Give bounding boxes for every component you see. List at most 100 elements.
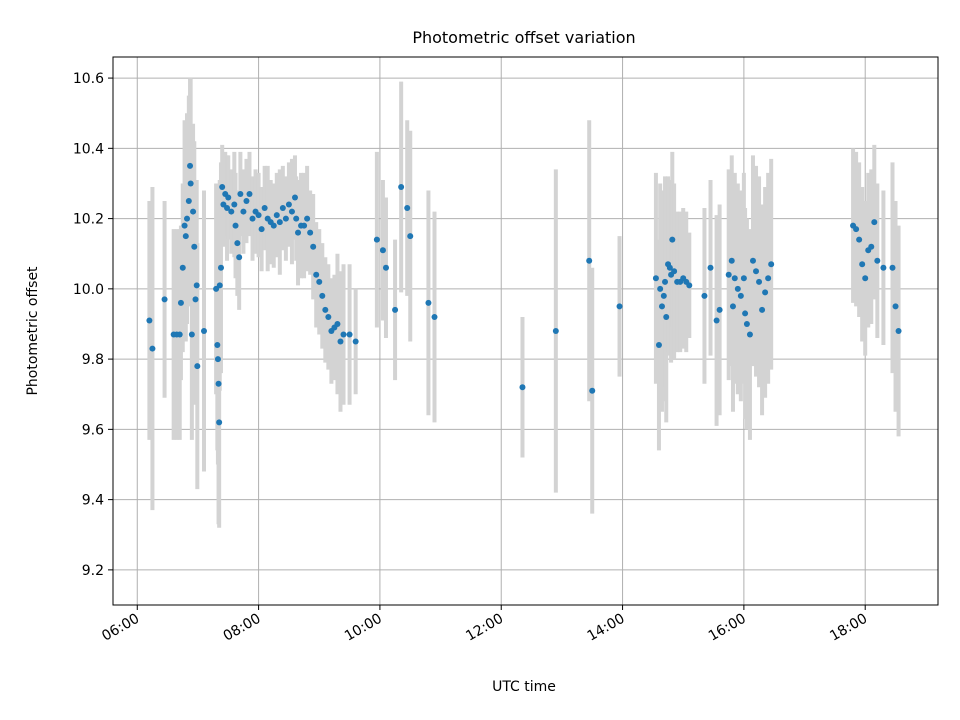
data-point — [182, 233, 189, 240]
data-point — [184, 215, 191, 222]
data-point — [734, 285, 741, 292]
data-point — [215, 380, 222, 387]
data-point — [889, 264, 896, 271]
data-point — [304, 215, 311, 222]
data-point — [728, 257, 735, 264]
data-point — [232, 222, 239, 229]
data-point — [731, 275, 738, 282]
data-point — [293, 215, 300, 222]
data-point — [322, 306, 329, 313]
chart-title: Photometric offset variation — [412, 28, 635, 47]
data-point — [666, 264, 673, 271]
data-point — [762, 289, 769, 296]
data-point — [404, 205, 411, 212]
data-point — [756, 278, 763, 285]
data-point — [295, 229, 302, 236]
data-point — [276, 219, 283, 226]
data-point — [188, 331, 195, 338]
data-point — [740, 275, 747, 282]
data-point — [707, 264, 714, 271]
data-point — [346, 331, 353, 338]
data-point — [216, 282, 223, 289]
data-point — [291, 194, 298, 201]
data-point — [871, 219, 878, 226]
data-point — [768, 261, 775, 268]
data-point — [519, 384, 526, 391]
data-point — [246, 191, 253, 197]
data-point — [340, 331, 347, 338]
data-point — [193, 282, 200, 289]
data-point — [270, 222, 277, 229]
data-point — [310, 243, 317, 250]
data-point — [431, 313, 438, 320]
data-point — [862, 275, 869, 282]
data-point — [176, 331, 183, 338]
data-point — [686, 282, 693, 289]
y-axis-label: Photometric offset — [25, 266, 41, 396]
data-point — [192, 296, 199, 303]
data-point — [859, 261, 866, 268]
data-point — [655, 342, 662, 349]
data-point — [729, 303, 736, 310]
data-points — [146, 162, 902, 426]
data-point — [880, 264, 887, 271]
y-tick-label: 9.4 — [82, 493, 104, 509]
data-point — [288, 208, 295, 215]
data-point — [190, 208, 197, 215]
data-point — [313, 271, 320, 278]
data-point — [742, 310, 749, 317]
data-point — [234, 240, 241, 247]
data-point — [316, 278, 323, 285]
data-point — [214, 356, 221, 363]
data-point — [725, 271, 732, 278]
data-point — [669, 236, 676, 243]
data-point — [660, 292, 667, 299]
data-point — [307, 229, 314, 236]
data-point — [746, 331, 753, 338]
data-point — [652, 275, 659, 282]
data-point — [149, 345, 156, 352]
data-point — [214, 342, 221, 349]
data-point — [219, 183, 226, 190]
data-point — [224, 205, 231, 212]
data-point — [671, 268, 678, 275]
data-point — [753, 268, 760, 275]
data-point — [868, 243, 875, 250]
data-point — [301, 222, 308, 229]
data-point — [392, 306, 399, 313]
data-point — [874, 257, 881, 264]
data-point — [236, 254, 243, 261]
data-point — [658, 303, 665, 310]
y-tick-label: 10.2 — [73, 212, 104, 228]
data-point — [895, 328, 902, 334]
data-point — [249, 215, 256, 222]
data-point — [616, 303, 623, 310]
data-point — [743, 320, 750, 327]
x-axis-label: UTC time — [492, 679, 556, 695]
y-tick-label: 10.0 — [73, 282, 104, 298]
data-point — [716, 306, 723, 313]
data-point — [552, 328, 559, 334]
data-point — [216, 419, 223, 426]
data-point — [228, 208, 235, 215]
data-point — [352, 338, 359, 345]
y-tick-label: 9.6 — [82, 422, 104, 438]
data-point — [187, 180, 194, 187]
plot-frame — [112, 56, 939, 606]
data-point — [279, 205, 286, 212]
data-point — [334, 320, 341, 327]
data-point — [187, 162, 194, 169]
data-point — [663, 313, 670, 320]
data-point — [146, 317, 153, 324]
data-point — [200, 328, 207, 334]
data-point — [261, 205, 268, 212]
data-point — [161, 296, 168, 303]
data-point — [177, 299, 184, 306]
data-point — [382, 264, 389, 271]
data-point — [749, 257, 756, 264]
data-point — [181, 222, 188, 229]
data-point — [425, 299, 432, 306]
data-point — [892, 303, 899, 310]
